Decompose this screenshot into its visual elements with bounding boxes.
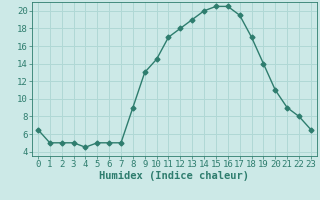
- X-axis label: Humidex (Indice chaleur): Humidex (Indice chaleur): [100, 171, 249, 181]
